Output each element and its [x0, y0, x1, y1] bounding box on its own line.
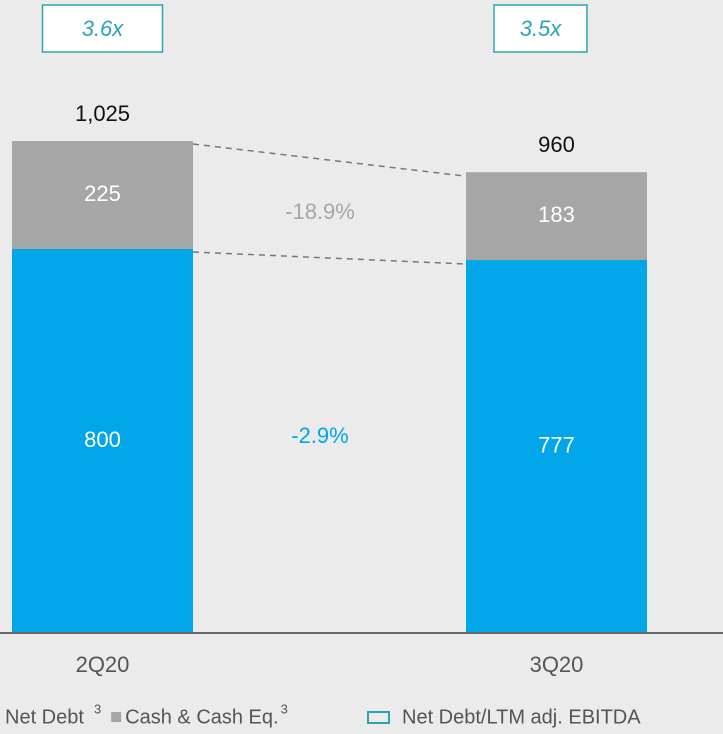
bar-segment [466, 172, 647, 261]
bar-label: 183 [538, 202, 575, 227]
x-tick-label: 2Q20 [76, 652, 130, 677]
total-label: 1,025 [75, 101, 130, 126]
ratio-label: 3.6x [82, 16, 125, 41]
connector [192, 251, 467, 265]
bar-segment [466, 260, 647, 633]
bar-label: 225 [84, 181, 121, 206]
bar-label: 800 [84, 427, 121, 452]
connector [192, 143, 467, 177]
legend-footnote: 3 [281, 701, 288, 716]
change-label: -18.9% [285, 199, 355, 224]
ratio-box [41, 4, 164, 53]
legend-label: Net Debt [5, 706, 84, 728]
change-label: -2.9% [291, 423, 348, 448]
legend-swatch [111, 712, 122, 722]
bar-label: 777 [538, 432, 575, 457]
ratio-box [493, 4, 588, 53]
total-label: 960 [538, 132, 575, 157]
ratio-label: 3.5x [520, 16, 563, 41]
legend-footnote: 3 [94, 701, 101, 716]
x-tick-label: 3Q20 [530, 652, 584, 677]
bar-segment [12, 141, 193, 249]
bar-segment [12, 249, 193, 633]
legend-label: Cash & Cash Eq. [125, 706, 278, 728]
legend-label: Net Debt/LTM adj. EBITDA [402, 706, 641, 728]
legend-swatch [367, 711, 390, 724]
